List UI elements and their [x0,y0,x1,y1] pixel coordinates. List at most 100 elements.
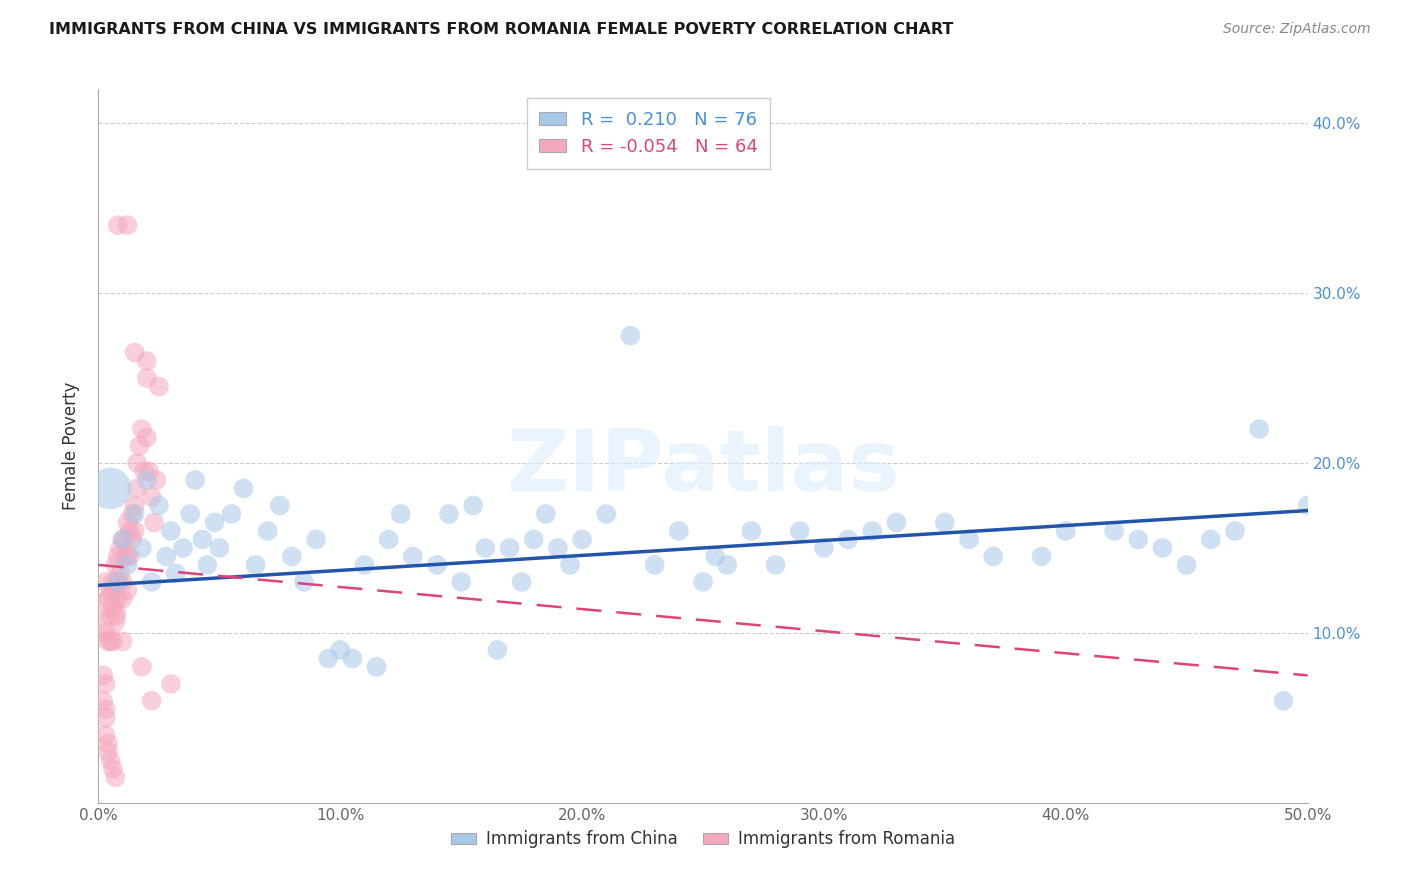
Point [104,558,127,572]
Point [107,574,129,589]
Point [1272,694,1295,708]
Point [813,541,835,555]
Point [101,600,124,615]
Point [91,694,114,708]
Point [204,516,226,530]
Point [107,591,129,606]
Point [558,558,581,572]
Point [121,533,143,547]
Point [281,549,304,564]
Point [124,507,146,521]
Point [141,490,163,504]
Point [765,558,787,572]
Point [1296,499,1319,513]
Point [426,558,449,572]
Point [127,456,149,470]
Point [510,574,533,589]
Point [860,524,883,538]
Point [292,574,315,589]
Point [329,643,352,657]
Point [316,651,339,665]
Point [121,507,143,521]
Point [1128,533,1150,547]
Point [94,574,117,589]
Point [97,745,120,759]
Point [172,541,194,555]
Point [692,574,714,589]
Point [141,574,163,589]
Point [221,507,243,521]
Point [195,558,218,572]
Point [534,507,557,521]
Legend: Immigrants from China, Immigrants from Romania: Immigrants from China, Immigrants from R… [444,824,962,855]
Point [108,566,131,581]
Point [94,677,117,691]
Point [111,591,134,606]
Point [97,736,120,750]
Point [145,473,167,487]
Point [101,634,124,648]
Point [377,533,399,547]
Point [100,753,122,767]
Point [104,583,127,598]
Text: ZIPatlas: ZIPatlas [506,425,900,509]
Point [117,218,139,232]
Point [523,533,546,547]
Point [486,643,509,657]
Point [342,651,364,665]
Point [143,516,166,530]
Point [1223,524,1246,538]
Point [128,439,150,453]
Point [100,608,122,623]
Point [1249,422,1271,436]
Point [232,482,254,496]
Point [191,533,214,547]
Text: IMMIGRANTS FROM CHINA VS IMMIGRANTS FROM ROMANIA FEMALE POVERTY CORRELATION CHAR: IMMIGRANTS FROM CHINA VS IMMIGRANTS FROM… [49,22,953,37]
Point [111,634,134,648]
Point [118,549,141,564]
Point [135,430,157,444]
Point [366,660,388,674]
Point [644,558,666,572]
Point [131,541,153,555]
Point [108,541,131,555]
Point [107,549,129,564]
Point [124,499,146,513]
Point [837,533,859,547]
Point [571,533,593,547]
Point [117,558,139,572]
Point [107,218,129,232]
Point [101,762,124,776]
Point [269,499,291,513]
Point [160,677,183,691]
Point [165,566,187,581]
Y-axis label: Female Poverty: Female Poverty [62,382,80,510]
Point [138,465,160,479]
Text: Source: ZipAtlas.com: Source: ZipAtlas.com [1223,22,1371,37]
Point [245,558,267,572]
Point [437,507,460,521]
Point [619,328,641,343]
Point [595,507,617,521]
Point [124,345,146,359]
Point [114,533,136,547]
Point [127,482,149,496]
Point [1102,524,1125,538]
Point [1175,558,1198,572]
Point [91,608,114,623]
Point [353,558,375,572]
Point [716,558,738,572]
Point [94,711,117,725]
Point [94,702,117,716]
Point [124,524,146,538]
Point [94,626,117,640]
Point [389,507,412,521]
Point [498,541,520,555]
Point [100,583,122,598]
Point [789,524,811,538]
Point [148,379,170,393]
Point [94,728,117,742]
Point [463,499,485,513]
Point [179,507,201,521]
Point [1031,549,1053,564]
